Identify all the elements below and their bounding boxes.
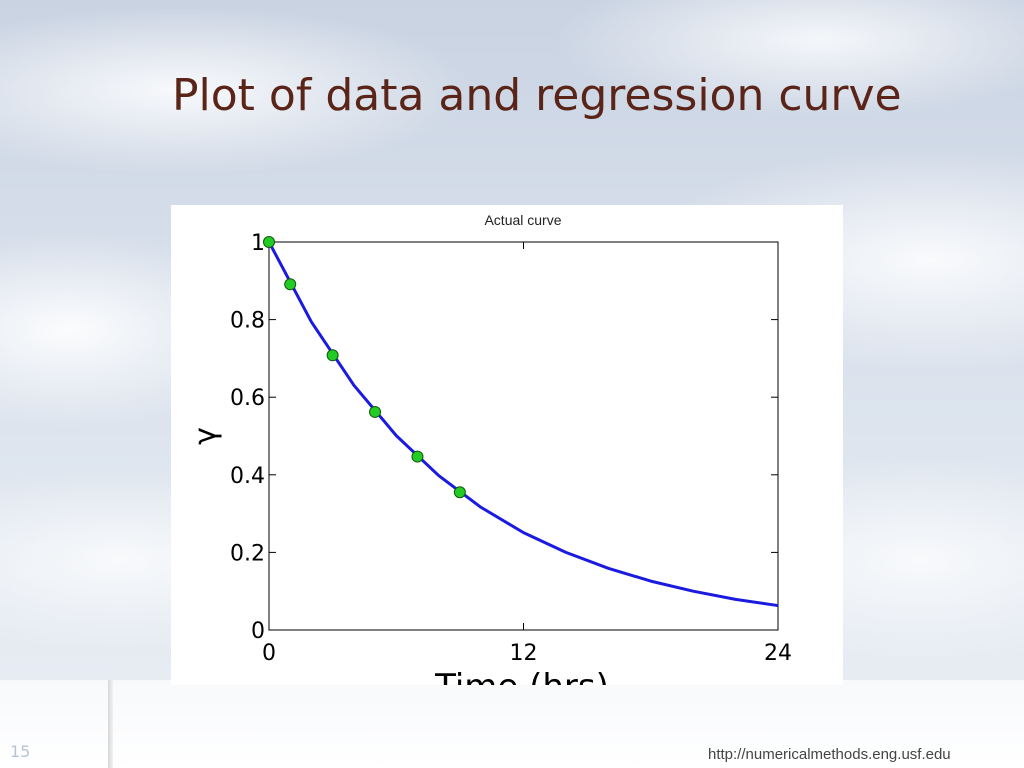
y-tick-label: 0.8: [230, 309, 265, 334]
y-tick-label: 0: [251, 619, 265, 644]
data-point: [263, 236, 275, 248]
data-point: [453, 486, 466, 499]
chart: Actual curve 0 12 24 0 0.2 0.4 0.6 0.8 1 γ Time …: [188, 212, 792, 685]
footer-url: http://numericalmethods.eng.usf.edu: [708, 746, 951, 763]
y-tick-label: 1: [251, 231, 265, 256]
regression-curve: [267, 241, 779, 608]
y-tick-label: 0.6: [230, 386, 265, 411]
chart-panel: Actual curve 0 12 24 0 0.2 0.4 0.6 0.8 1 γ Time …: [171, 205, 843, 685]
x-tick-label: 24: [764, 641, 792, 666]
data-point: [284, 278, 297, 291]
y-axis-label: γ: [188, 427, 223, 445]
curve-layer: [267, 241, 779, 608]
plot-frame: [268, 241, 779, 631]
y-tick-label: 0.2: [230, 541, 265, 566]
chart-title: Actual curve: [484, 212, 561, 228]
slide-title: Plot of data and regression curve: [172, 70, 902, 121]
data-point: [369, 405, 382, 418]
x-tick-label: 12: [510, 641, 538, 666]
x-axis-label: Time (hrs): [434, 667, 609, 685]
ticks-layer: 0 12 24 0 0.2 0.4 0.6 0.8 1: [230, 231, 792, 666]
slide-number: 15: [10, 742, 31, 761]
footer-band: [0, 680, 1024, 768]
data-point: [411, 450, 424, 463]
y-tick-label: 0.4: [230, 464, 265, 489]
points-layer: [263, 236, 466, 499]
footer-divider: [108, 680, 113, 768]
x-tick-label: 0: [262, 641, 276, 666]
data-point: [326, 349, 339, 362]
